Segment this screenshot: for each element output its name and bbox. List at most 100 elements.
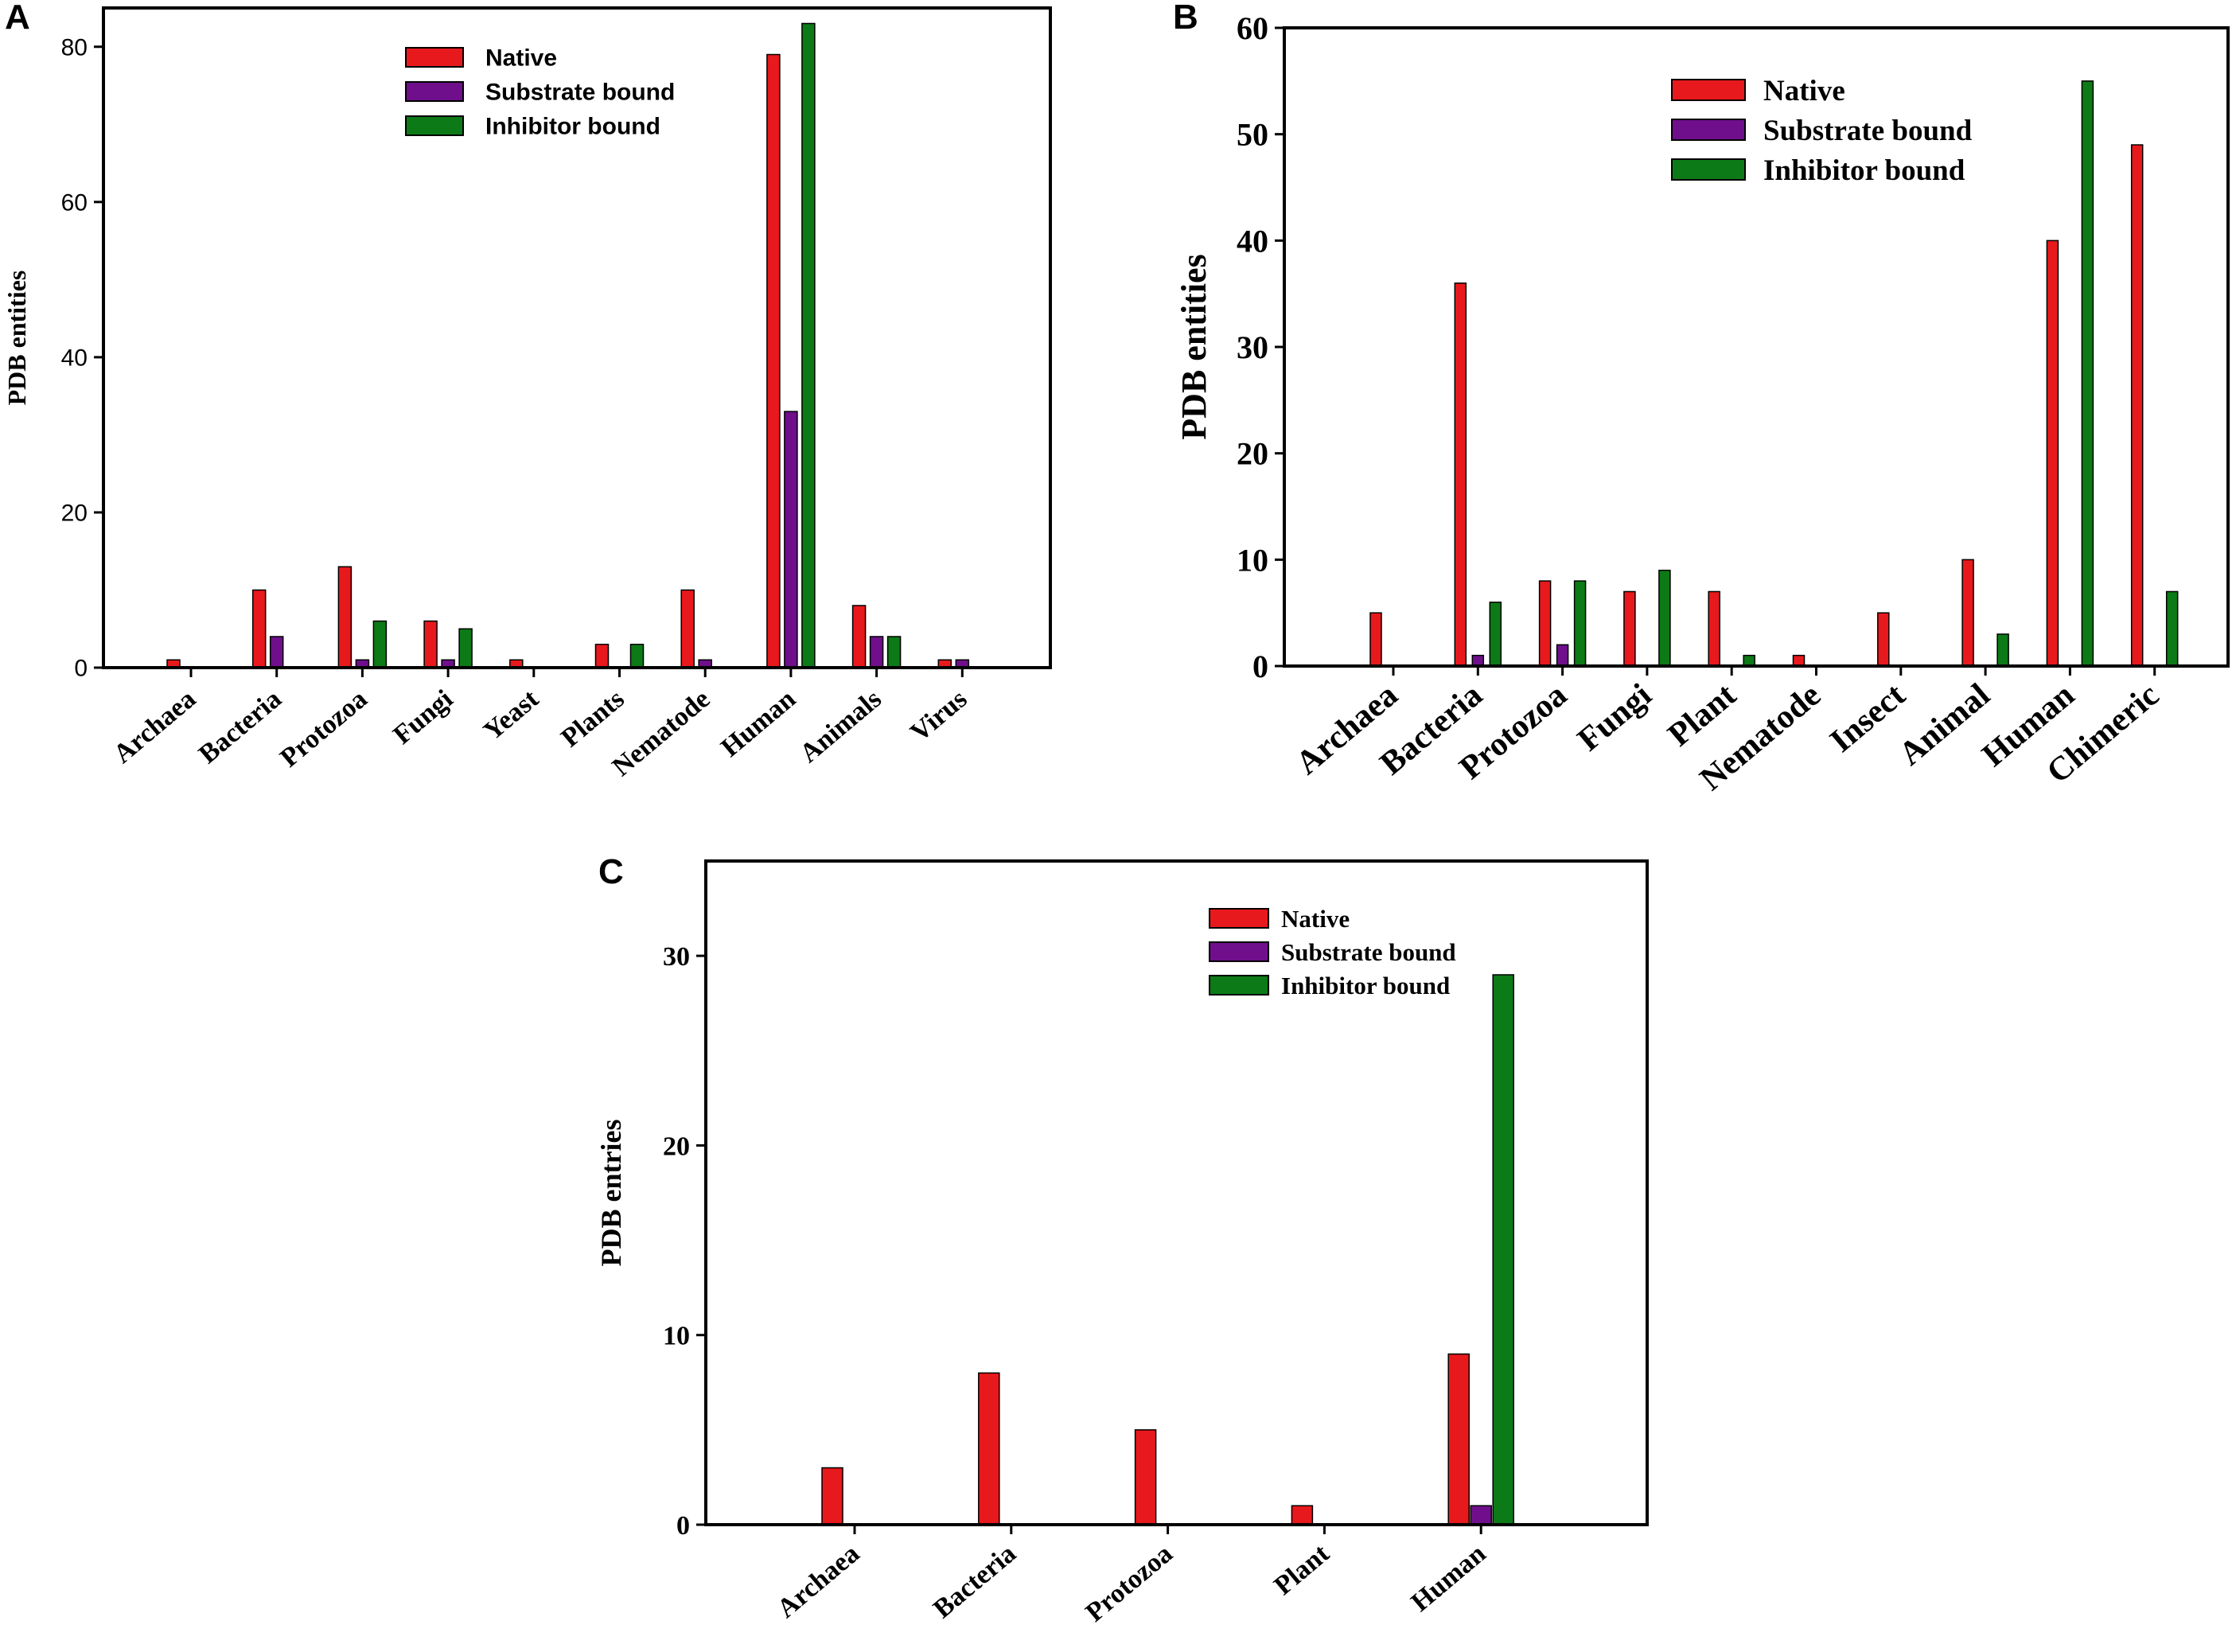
bar-inhibitor-bound-animals [886, 636, 902, 668]
legend-swatch-inhibitor-bound [1209, 975, 1269, 995]
bar-inhibitor-bound-fungi [458, 628, 473, 668]
plot-frame [1283, 26, 2230, 668]
plot-frame [102, 6, 1052, 669]
legend-swatch-substrate-bound [1209, 941, 1269, 962]
x-tick-label-plants: Plants [555, 684, 629, 754]
y-tick-label: 80 [61, 34, 88, 60]
x-tick-label-human: Human [1406, 1539, 1492, 1618]
legend-label-substrate-bound: Substrate bound [485, 80, 675, 106]
y-tick-label: 10 [663, 1322, 690, 1351]
y-tick-label: 10 [1237, 542, 1268, 578]
bar-native-bacteria [1454, 282, 1467, 667]
bar-inhibitor-bound-chimeric [2165, 590, 2179, 667]
bar-substrate-bound-protozoa [1556, 644, 1569, 667]
bar-native-bacteria [978, 1372, 1000, 1525]
x-tick-label-yeast: Yeast [478, 684, 545, 746]
legend-label-inhibitor-bound: Inhibitor bound [1281, 972, 1450, 999]
y-tick-label: 30 [663, 942, 690, 972]
bar-inhibitor-bound-human [1492, 974, 1514, 1525]
y-tick-label: 40 [61, 345, 88, 371]
bar-native-chimeric [2130, 144, 2144, 667]
x-tick-label-protozoa: Protozoa [1081, 1539, 1178, 1628]
bar-substrate-bound-animals [869, 636, 884, 668]
x-tick-label-plant: Plant [1268, 1538, 1335, 1601]
bar-native-animals [851, 605, 867, 668]
bar-native-bacteria [251, 589, 267, 668]
legend: Native Substrate bound Inhibitor bound [405, 45, 675, 140]
legend-swatch-substrate-bound [405, 81, 464, 102]
y-tick-label: 20 [663, 1132, 690, 1161]
y-tick-label: 0 [74, 656, 88, 682]
bar-native-insect [1877, 612, 1890, 667]
y-tick-label: 0 [676, 1511, 690, 1541]
bar-substrate-bound-human [1470, 1505, 1492, 1525]
bar-inhibitor-bound-plants [629, 643, 645, 668]
bar-inhibitor-bound-human [2081, 80, 2094, 667]
legend-swatch-inhibitor-bound [405, 115, 464, 136]
legend-swatch-native [1671, 79, 1746, 101]
bar-inhibitor-bound-bacteria [1489, 602, 1502, 667]
bar-native-protozoa [1134, 1429, 1157, 1525]
bar-native-archaea [821, 1467, 843, 1525]
bar-native-fungi [423, 620, 438, 668]
bar-native-archaea [1369, 612, 1382, 667]
legend-label-native: Native [485, 45, 557, 72]
x-tick-label-human: Human [715, 684, 801, 763]
bar-inhibitor-bound-animal [1996, 633, 2009, 667]
x-tick-label-animal: Animal [1892, 676, 1996, 773]
panel-a: A PDB entities 0 20 40 60 80 ArchaeaBacteriaPro… [2, 0, 1052, 782]
y-axis-label: PDB entities [1174, 254, 1213, 439]
panel-letter: B [1173, 0, 1198, 37]
bar-native-fungi [1623, 590, 1636, 667]
x-tick-label-fungi: Fungi [388, 684, 458, 750]
legend: Native Substrate bound Inhibitor bound [1671, 75, 1973, 187]
y-tick-label: 20 [1237, 436, 1268, 472]
y-tick-label: 0 [1252, 649, 1268, 684]
bar-inhibitor-bound-human [801, 22, 816, 668]
legend-label-native: Native [1763, 75, 1845, 107]
bar-native-human [2046, 240, 2059, 667]
bar-native-nematode [680, 589, 695, 668]
bar-native-plant [1708, 590, 1720, 667]
y-tick-label: 50 [1237, 117, 1268, 153]
legend-label-substrate-bound: Substrate bound [1763, 115, 1973, 147]
x-tick-label-animals: Animals [794, 684, 886, 769]
panel-letter: C [598, 852, 624, 891]
x-tick-label-protozoa: Protozoa [275, 684, 372, 773]
bar-inhibitor-bound-fungi [1658, 569, 1671, 667]
panel-c: C PDB entries 0 10 20 30 Archaea Bacteria Protoz… [595, 852, 1649, 1628]
legend-swatch-native [405, 47, 464, 68]
legend-label-substrate-bound: Substrate bound [1281, 938, 1456, 966]
y-tick-label: 40 [1237, 223, 1268, 259]
legend-label-native: Native [1281, 905, 1350, 933]
bar-inhibitor-bound-plant [1743, 654, 1755, 667]
bar-native-protozoa [337, 566, 353, 668]
bar-inhibitor-bound-protozoa [1573, 580, 1587, 667]
legend-swatch-inhibitor-bound [1671, 158, 1746, 181]
bar-native-plant [1291, 1505, 1314, 1525]
bar-native-protozoa [1538, 580, 1552, 667]
x-tick-label-virus: Virus [905, 684, 972, 748]
plot-frame [704, 859, 1649, 1526]
legend-swatch-substrate-bound [1671, 119, 1746, 141]
y-tick-label: 60 [61, 189, 88, 216]
x-tick-label-archaea: Archaea [772, 1539, 865, 1624]
bar-native-human [1447, 1353, 1470, 1525]
legend-label-inhibitor-bound: Inhibitor bound [1763, 154, 1965, 187]
bar-inhibitor-bound-protozoa [372, 620, 388, 668]
bar-native-animal [1961, 559, 1974, 667]
bar-native-human [766, 53, 781, 668]
y-axis-label: PDB entries [595, 1120, 627, 1267]
bar-substrate-bound-human [784, 411, 798, 668]
legend-label-inhibitor-bound: Inhibitor bound [485, 114, 660, 140]
legend-swatch-native [1209, 908, 1269, 929]
bar-substrate-bound-bacteria [269, 636, 284, 668]
bar-native-plants [594, 643, 610, 668]
x-tick-label-fungi: Fungi [1571, 676, 1658, 758]
y-axis-label: PDB entities [2, 271, 31, 406]
y-tick-label: 30 [1237, 329, 1268, 365]
x-tick-label-bacteria: Bacteria [928, 1539, 1022, 1624]
legend: Native Substrate bound Inhibitor bound [1209, 905, 1456, 999]
